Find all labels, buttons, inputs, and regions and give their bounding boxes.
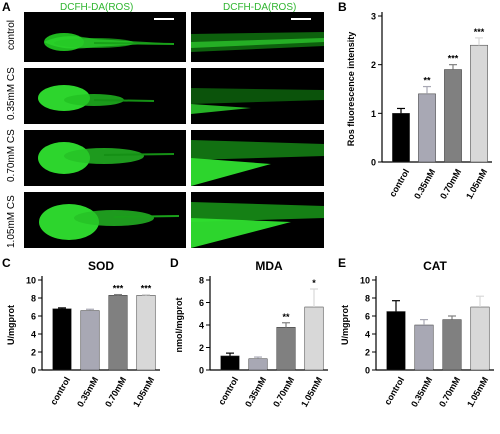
y-tick-label: 3 [371,12,376,22]
significance-mark: *** [113,284,124,294]
bar-1.05mM [470,306,490,371]
bar-0.35mM [418,93,436,163]
y-tick-label: 6 [365,312,370,322]
bar-1.05mM [136,295,156,371]
panel-letter-a: A [2,0,11,14]
panel-letter-e: E [338,256,347,270]
x-tick-label: control [216,375,240,406]
micrograph-035-whole [24,68,186,124]
bar-control [392,113,410,163]
x-tick-label: 0.70mM [271,375,296,409]
y-tick-label: 0 [371,158,376,168]
chart-title: SOD [88,259,114,273]
significance-mark: *** [141,284,152,294]
bar-0.70mM [444,69,462,163]
chart-d-mda: MDA 0 2 4 6 8 nmol/mgprot control 0.35mM ** 0.70mM… [174,259,328,409]
micrograph-105-tail [191,192,324,248]
column-header-left: DCFH-DA(ROS) [60,2,134,13]
bar-0.35mM [80,310,100,371]
y-axis-label: U/mgprot [6,305,16,345]
x-tick-label: control [382,375,406,406]
y-tick-label: 0 [365,366,370,376]
y-tick-label: 2 [371,60,376,70]
x-tick-label: 0.35mM [75,375,100,409]
bar-0.35mM [414,324,434,371]
x-tick-label: 1.05mM [465,375,490,409]
chart-b-ros: 0 1 2 3 Ros fluorescence intensity control ** 0… [346,12,492,201]
y-tick-label: 2 [31,348,36,358]
y-tick-label: 6 [31,312,36,322]
y-tick-label: 10 [26,276,36,286]
y-tick-label: 6 [199,298,204,308]
panel-letter-b: B [338,0,347,14]
y-tick-label: 10 [360,276,370,286]
bar-control [52,308,72,371]
x-tick-label: 1.05mM [131,375,156,409]
row-label-105: 1.05mM CS [6,195,17,248]
y-axis-label: nmol/mgprot [174,298,184,353]
y-tick-label: 4 [31,330,36,340]
y-tick-label: 8 [365,294,370,304]
bar-0.70mM [108,295,128,371]
micrograph-control-whole [24,12,186,62]
bar-0.70mM [276,327,296,371]
panel-letter-d: D [170,256,179,270]
x-tick-label: 0.70mM [437,375,462,409]
y-tick-label: 8 [199,276,204,286]
micrograph-070-tail [191,130,324,186]
x-tick-label: control [48,375,72,406]
micrograph-control-tail [191,12,324,62]
x-tick-label: 0.35mM [243,375,268,409]
y-tick-label: 8 [31,294,36,304]
scale-bar [291,18,311,20]
x-tick-label: 0.70mM [103,375,128,409]
scale-bar [154,18,174,20]
y-axis-label: Ros fluorescence intensity [346,32,356,147]
micrograph-035-tail [191,68,324,124]
micrograph-070-whole [24,130,186,186]
bar-0.70mM [442,319,462,371]
bar-control [386,311,406,371]
panel-letter-c: C [2,256,11,270]
y-tick-label: 0 [31,366,36,376]
x-tick-label: 0.35mM [409,375,434,409]
row-label-070: 0.70mM CS [6,129,17,182]
significance-mark: *** [474,27,485,37]
bar-1.05mM [304,306,324,371]
chart-e-cat: CAT 0 2 4 6 8 10 U/mgprot control 0.35mM 0.70mM 1.0… [340,259,494,409]
chart-c-sod: SOD 0 2 4 6 8 10 U/mgprot control 0.35mM *** 0.70mM… [6,259,160,409]
bar-control [220,355,240,371]
x-tick-label: control [387,167,411,198]
chart-title: CAT [423,259,447,273]
micrograph-105-whole [24,192,186,248]
x-tick-label: 1.05mM [464,167,489,201]
significance-mark: ** [423,76,431,86]
y-tick-label: 2 [199,343,204,353]
bar-1.05mM [470,44,488,163]
column-header-right: DCFH-DA(ROS) [223,2,297,13]
y-tick-label: 2 [365,348,370,358]
x-tick-label: 1.05mM [299,375,324,409]
significance-mark: ** [282,312,290,322]
x-tick-label: 0.70mM [438,167,463,201]
y-tick-label: 0 [199,366,204,376]
row-label-control: control [6,19,17,50]
significance-mark: *** [448,54,459,64]
y-axis-label: U/mgprot [340,305,350,345]
significance-mark: * [312,278,316,288]
row-label-035: 0.35mM CS [6,67,17,120]
x-tick-label: 0.35mM [412,167,437,201]
y-tick-label: 4 [199,321,204,331]
y-tick-label: 4 [365,330,370,340]
chart-title: MDA [255,259,283,273]
y-tick-label: 1 [371,109,376,119]
bar-0.35mM [248,358,268,371]
